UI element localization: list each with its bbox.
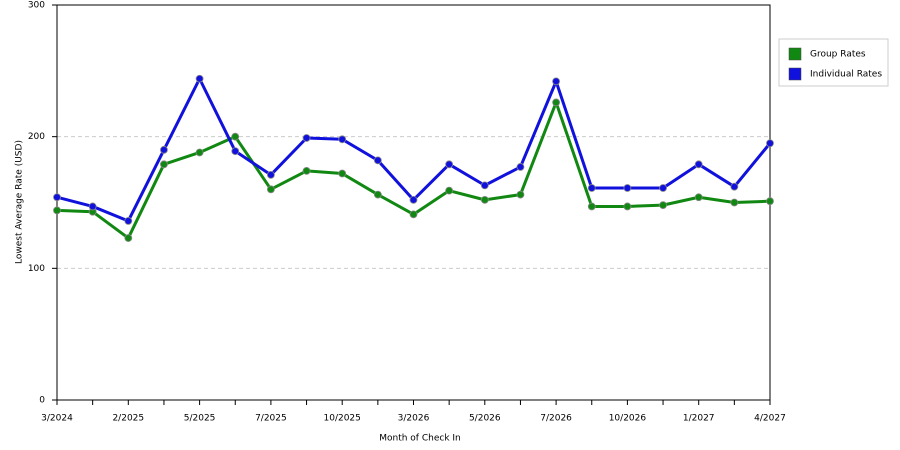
data-point <box>195 74 204 83</box>
x-tick-label: 10/2026 <box>609 414 647 424</box>
legend-label: Group Rates <box>810 50 866 60</box>
legend-swatch <box>788 67 802 81</box>
y-tick-label: 300 <box>28 1 45 11</box>
y-tick-label: 0 <box>39 396 45 406</box>
data-point <box>124 234 133 242</box>
x-tick-label: 7/2026 <box>540 414 572 424</box>
data-point <box>730 182 739 191</box>
data-point <box>266 185 275 194</box>
data-point <box>124 217 133 225</box>
data-point <box>516 163 525 171</box>
x-tick-label: 5/2025 <box>184 414 216 424</box>
data-point <box>516 190 525 199</box>
data-point <box>623 184 632 192</box>
data-point <box>766 197 774 206</box>
data-point <box>409 210 418 219</box>
y-tick-label: 200 <box>28 132 45 142</box>
data-point <box>88 202 97 211</box>
x-tick-label: 2/2025 <box>112 414 144 424</box>
data-point <box>373 190 382 199</box>
data-point <box>373 156 382 165</box>
data-point <box>694 160 703 169</box>
data-point <box>231 132 240 141</box>
x-tick-label: 5/2026 <box>469 414 501 424</box>
data-point <box>195 148 204 157</box>
x-tick-label: 3/2026 <box>398 414 430 424</box>
x-tick-label: 10/2025 <box>324 414 361 424</box>
x-tick-label: 3/2024 <box>41 414 73 424</box>
data-point <box>266 170 275 179</box>
data-point <box>480 195 489 204</box>
data-point <box>659 184 667 192</box>
legend-label: Individual Rates <box>810 70 882 80</box>
legend-swatch <box>788 47 802 61</box>
data-point <box>480 181 489 190</box>
data-point <box>552 98 560 107</box>
data-point <box>730 198 739 207</box>
data-point <box>302 166 311 175</box>
data-point <box>659 201 667 210</box>
data-point <box>694 193 703 202</box>
data-point <box>623 202 632 211</box>
data-point <box>231 147 240 156</box>
data-point <box>338 135 347 144</box>
y-axis-label: Lowest Average Rate (USD) <box>15 140 25 264</box>
x-tick-label: 7/2025 <box>255 414 287 424</box>
data-point <box>409 195 418 204</box>
data-point <box>587 202 596 211</box>
data-point <box>160 145 168 154</box>
data-point <box>338 169 347 178</box>
data-point <box>445 160 454 169</box>
x-tick-label: 1/2027 <box>683 414 715 424</box>
data-point <box>302 134 311 142</box>
data-point <box>766 139 774 148</box>
data-point <box>445 186 454 195</box>
data-point <box>53 193 61 202</box>
x-tick-label: 4/2027 <box>754 414 786 424</box>
y-tick-label: 100 <box>28 264 45 274</box>
data-point <box>53 206 61 215</box>
data-point <box>552 77 560 86</box>
data-point <box>160 160 168 169</box>
x-axis-label: Month of Check In <box>379 434 461 444</box>
data-point <box>587 184 596 192</box>
